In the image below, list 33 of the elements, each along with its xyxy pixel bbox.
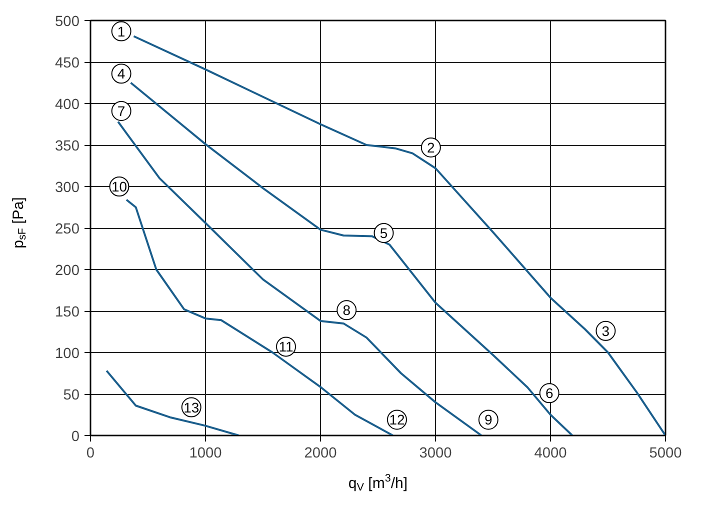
x-tick-label: 0 bbox=[86, 446, 95, 462]
line-series bbox=[132, 35, 666, 436]
annotation: 12 bbox=[389, 412, 405, 428]
y-tick-label: 300 bbox=[55, 180, 80, 196]
y-tick-label: 400 bbox=[55, 97, 80, 113]
x-tick-label: 5000 bbox=[649, 446, 682, 462]
y-tick-label: 100 bbox=[55, 346, 80, 362]
y-tick-label: 500 bbox=[55, 14, 80, 30]
annotation: 3 bbox=[602, 322, 610, 339]
annotation: 4 bbox=[117, 66, 126, 82]
y-tick-label: 250 bbox=[55, 222, 80, 238]
annotation: 2 bbox=[427, 139, 436, 156]
x-tick-label: 3000 bbox=[419, 446, 452, 462]
annotation: 6 bbox=[545, 385, 554, 402]
annotation: 5 bbox=[380, 224, 388, 241]
annotation: 1 bbox=[117, 23, 126, 40]
y-tick-label: 350 bbox=[55, 138, 80, 154]
annotation: 7 bbox=[117, 102, 126, 119]
annotation: 11 bbox=[278, 338, 294, 355]
line-series bbox=[106, 370, 240, 436]
y-tick-label: 150 bbox=[55, 304, 80, 320]
y-tick-label: 200 bbox=[55, 263, 80, 279]
y-tick-label: 50 bbox=[63, 388, 80, 404]
annotation: 9 bbox=[484, 412, 493, 428]
y-axis-title: psF [Pa] bbox=[10, 197, 28, 248]
x-tick-label: 4000 bbox=[534, 446, 567, 462]
y-tick-label: 450 bbox=[55, 56, 80, 72]
x-tick-label: 2000 bbox=[304, 446, 337, 462]
annotation: 13 bbox=[184, 399, 200, 416]
annotation: 8 bbox=[342, 302, 351, 318]
annotation: 10 bbox=[111, 178, 128, 194]
x-tick-label: 1000 bbox=[189, 446, 222, 462]
y-tick-label: 0 bbox=[71, 429, 80, 445]
